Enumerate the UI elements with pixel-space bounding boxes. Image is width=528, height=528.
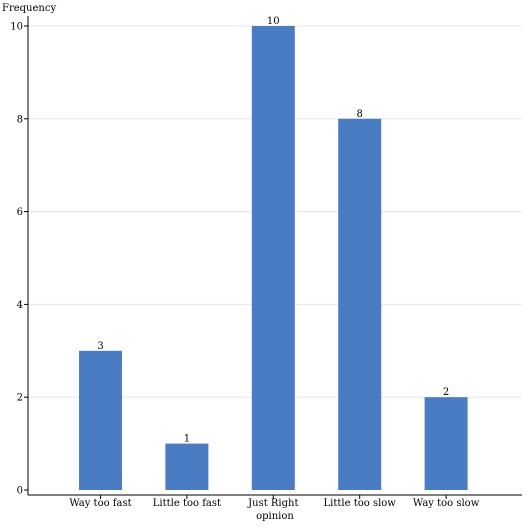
x-axis-title: opinion	[256, 511, 294, 522]
bar	[251, 26, 295, 490]
bar	[338, 118, 382, 491]
x-axis-ticks: Way too fast Little too fast Just Right Lit…	[69, 495, 480, 509]
bar-value-label: 3	[97, 341, 103, 352]
y-axis-title: Frequency	[2, 3, 56, 14]
x-tick-label: Little too fast	[153, 498, 221, 509]
bar-value-label: 1	[184, 434, 190, 445]
axes	[27, 16, 522, 496]
bars	[79, 26, 468, 491]
x-tick-label: Way too slow	[413, 498, 480, 509]
y-tick-label: 4	[17, 300, 23, 311]
x-tick-label: Little too slow	[324, 498, 397, 509]
y-tick-label: 10	[10, 22, 23, 33]
y-tick-label: 6	[17, 207, 23, 218]
bar-value-label: 8	[357, 109, 363, 120]
y-axis-ticks: 0 2 4 6 8 10	[10, 22, 28, 497]
bar-value-label: 10	[267, 16, 280, 27]
bar-value-label: 2	[443, 387, 449, 398]
bar	[424, 397, 468, 490]
y-tick-label: 0	[17, 486, 23, 497]
bar	[165, 443, 209, 490]
y-tick-label: 2	[17, 393, 23, 404]
x-tick-label: Way too fast	[69, 498, 131, 509]
bar-value-labels: 3 1 10 8 2	[97, 16, 449, 445]
y-tick-label: 8	[17, 114, 23, 125]
bar	[79, 350, 122, 490]
x-tick-label: Just Right	[247, 498, 298, 509]
